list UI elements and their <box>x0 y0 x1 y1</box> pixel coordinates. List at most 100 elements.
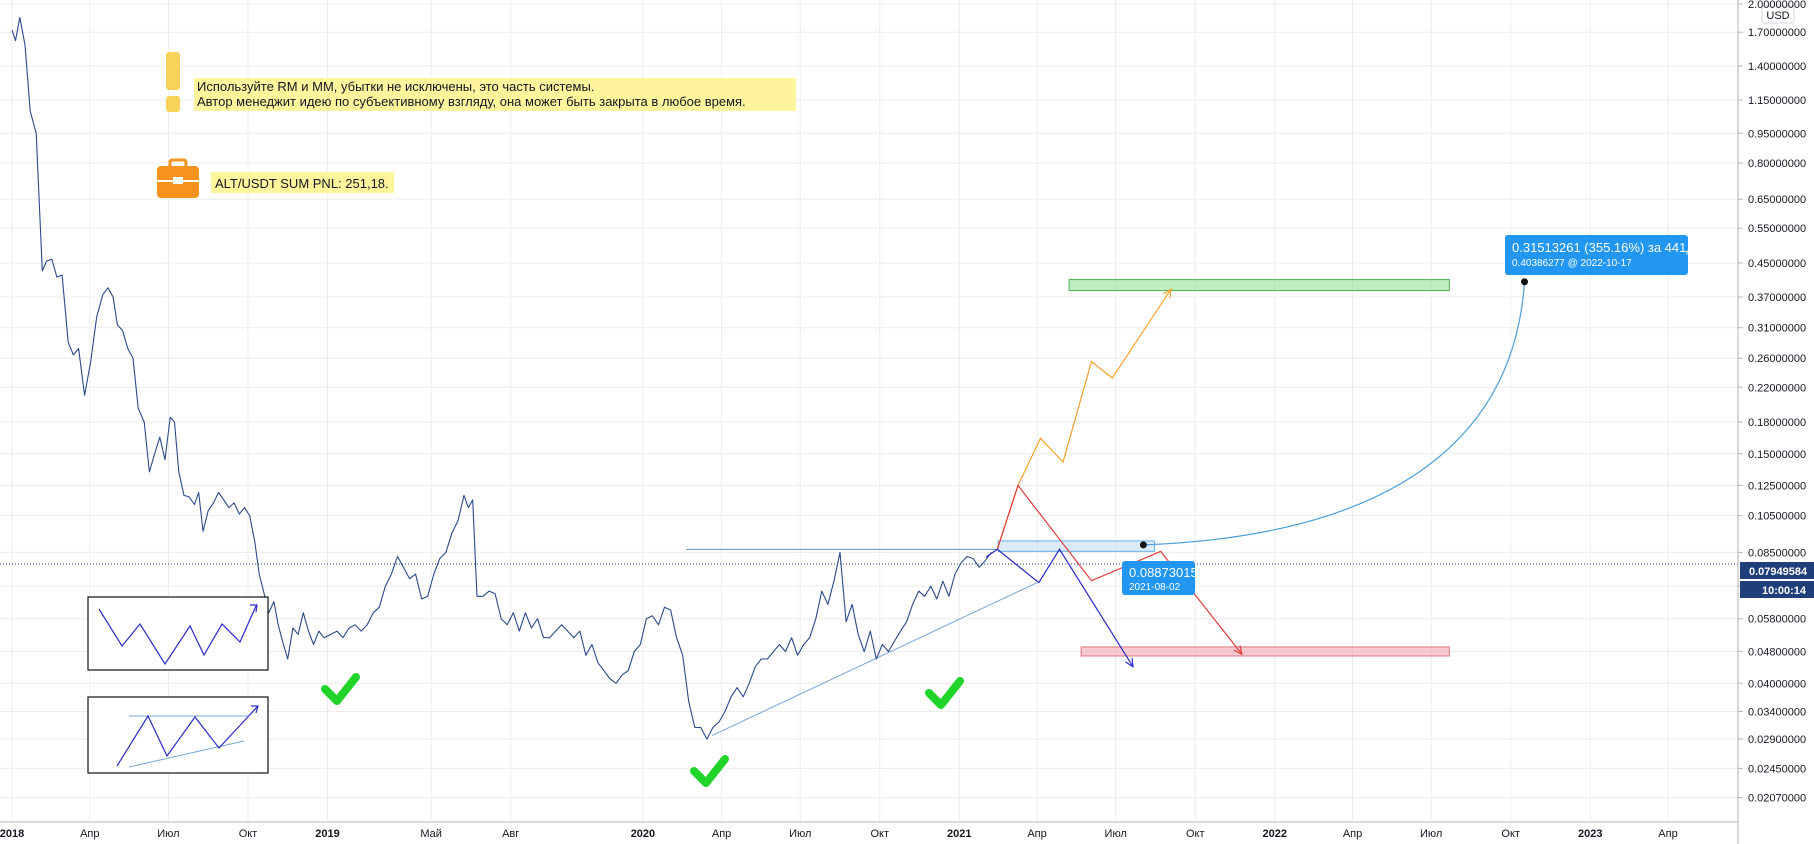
entry-callout-sub: 2021-08-02 <box>1129 582 1181 593</box>
x-tick-label-2: Июл <box>157 828 179 840</box>
pattern-legend-zigzag <box>87 596 269 671</box>
warning-note: Используйте RM и MM, убытки не исключены… <box>166 52 796 112</box>
y-tick-label-24: 0.02450000 <box>1748 763 1806 775</box>
countdown-value: 10:00:14 <box>1762 585 1807 597</box>
pnl-note-background <box>211 172 394 193</box>
pattern-legend-triangle-frame <box>87 696 269 774</box>
trendline-layer <box>0 548 1738 736</box>
current-price-tag-box <box>1740 562 1814 579</box>
x-tick-label-1: Апр <box>80 828 99 840</box>
y-tick-label-25: 0.02070000 <box>1748 793 1806 805</box>
x-tick-label-16: Апр <box>1343 828 1362 840</box>
x-tick-label-11: 2021 <box>947 828 971 840</box>
support-line <box>711 582 1038 736</box>
projection-start-point <box>1139 541 1147 549</box>
currency-badge <box>1761 5 1795 24</box>
y-tick-label-5: 0.80000000 <box>1748 158 1806 170</box>
currency-label: USD <box>1766 10 1789 22</box>
entry-callout[interactable]: 0.08873015 2021-08-02 <box>1122 561 1198 595</box>
x-tick-label-18: Окт <box>1501 828 1520 840</box>
y-tick-label-1: 1.70000000 <box>1748 27 1806 39</box>
y-tick-label-15: 0.12500000 <box>1748 480 1806 492</box>
y-tick-label-8: 0.45000000 <box>1748 258 1806 270</box>
x-tick-label-10: Окт <box>870 828 889 840</box>
y-tick-label-20: 0.04800000 <box>1748 647 1806 659</box>
pattern-legend-zigzag-line <box>98 605 257 666</box>
current-price-value: 0.07949584 <box>1749 566 1808 578</box>
bear-scenario-path <box>996 484 1243 655</box>
price-series-layer <box>11 16 992 740</box>
y-tick-label-10: 0.31000000 <box>1748 323 1806 335</box>
y-tick-label-2: 1.40000000 <box>1748 61 1806 73</box>
exclamation-icon <box>166 52 180 90</box>
x-tick-label-20: Апр <box>1658 828 1677 840</box>
y-tick-label-7: 0.55000000 <box>1748 223 1806 235</box>
x-tick-label-17: Июл <box>1420 828 1442 840</box>
check-icon-3 <box>925 677 964 709</box>
zone-layer <box>997 279 1450 657</box>
check-icon-1 <box>321 673 360 705</box>
y-tick-label-11: 0.26000000 <box>1748 353 1806 365</box>
x-tick-label-6: Авг <box>502 828 519 840</box>
x-tick-label-13: Июл <box>1105 828 1127 840</box>
check-icon-2 <box>690 755 729 787</box>
x-tick-label-14: Окт <box>1186 828 1205 840</box>
pattern-legend-triangle-bottom-line <box>128 740 245 768</box>
target-callout-main: 0.31513261 (355.16%) за 441д <box>1512 240 1694 255</box>
x-tick-label-0: 2018 <box>0 828 24 840</box>
entry-callout-main: 0.08873015 <box>1129 565 1198 580</box>
pattern-legend-zigzag-arrowhead <box>250 604 258 613</box>
pattern-legend-triangle-arrowhead <box>251 705 259 714</box>
pnl-note-text: ALT/USDT SUM PNL: 251,18. <box>215 176 389 191</box>
entry-callout-box <box>1122 561 1195 595</box>
pattern-legend-triangle-zigzag <box>116 705 259 767</box>
pnl-note: ALT/USDT SUM PNL: 251,18. <box>157 158 394 198</box>
x-tick-label-12: Апр <box>1027 828 1046 840</box>
warning-note-line2: Автор менеджит идею по субъективному взг… <box>197 94 746 109</box>
pattern-scenario-path-arrowhead <box>1125 657 1134 668</box>
scenario-path-layer <box>985 278 1529 668</box>
y-tick-label-9: 0.37000000 <box>1748 292 1806 304</box>
y-tick-label-3: 1.15000000 <box>1748 95 1806 107</box>
y-tick-label-0: 2.00000000 <box>1748 0 1806 11</box>
projection-curve <box>1143 281 1526 546</box>
y-tick-label-17: 0.08500000 <box>1748 547 1806 559</box>
briefcase-icon <box>157 158 199 198</box>
warning-note-background <box>194 78 796 111</box>
y-tick-label-4: 0.95000000 <box>1748 128 1806 140</box>
y-tick-label-21: 0.04000000 <box>1748 678 1806 690</box>
projection-end-point <box>1521 278 1529 286</box>
time-axis[interactable]: 2018 Апр Июл Окт 2019 Май Авг 2020 Апр Июл Окт 2021… <box>0 821 1738 840</box>
x-tick-label-15: 2022 <box>1263 828 1287 840</box>
target-callout-box <box>1505 235 1688 275</box>
y-tick-label-19: 0.05800000 <box>1748 614 1806 626</box>
x-tick-label-9: Июл <box>789 828 811 840</box>
y-tick-label-16: 0.10500000 <box>1748 511 1806 523</box>
x-tick-label-5: Май <box>420 828 442 840</box>
warning-note-line1: Используйте RM и MM, убытки не исключены… <box>197 79 594 94</box>
y-tick-label-12: 0.22000000 <box>1748 382 1806 394</box>
x-tick-label-8: Апр <box>712 828 731 840</box>
pattern-scenario-path <box>985 548 1134 668</box>
y-tick-label-14: 0.15000000 <box>1748 449 1806 461</box>
target-zone <box>1068 279 1450 292</box>
x-tick-label-19: 2023 <box>1578 828 1602 840</box>
price-series-line-0 <box>11 16 992 740</box>
bull-scenario-path <box>996 288 1172 550</box>
target-callout-sub: 0.40386277 @ 2022-10-17 <box>1512 258 1632 269</box>
y-tick-label-13: 0.18000000 <box>1748 417 1806 429</box>
stop-zone <box>1080 646 1450 657</box>
pattern-legend-zigzag-frame <box>87 596 269 671</box>
x-tick-label-4: 2019 <box>315 828 339 840</box>
current-price-tag: 0.07949584 10:00:14 <box>1740 562 1814 598</box>
y-tick-label-23: 0.02900000 <box>1748 734 1806 746</box>
bull-scenario-path-arrowhead <box>1162 288 1172 299</box>
exclamation-dot-icon <box>166 96 180 112</box>
bear-scenario-path-arrowhead <box>1233 645 1243 656</box>
y-tick-label-22: 0.03400000 <box>1748 706 1806 718</box>
target-callout[interactable]: 0.31513261 (355.16%) за 441д 0.40386277 … <box>1505 235 1694 275</box>
pattern-legend-triangle <box>87 696 269 774</box>
price-axis[interactable]: USD 2.00000000 1.70000000 1.40000000 1.1500… <box>1737 0 1806 844</box>
y-tick-label-6: 0.65000000 <box>1748 194 1806 206</box>
